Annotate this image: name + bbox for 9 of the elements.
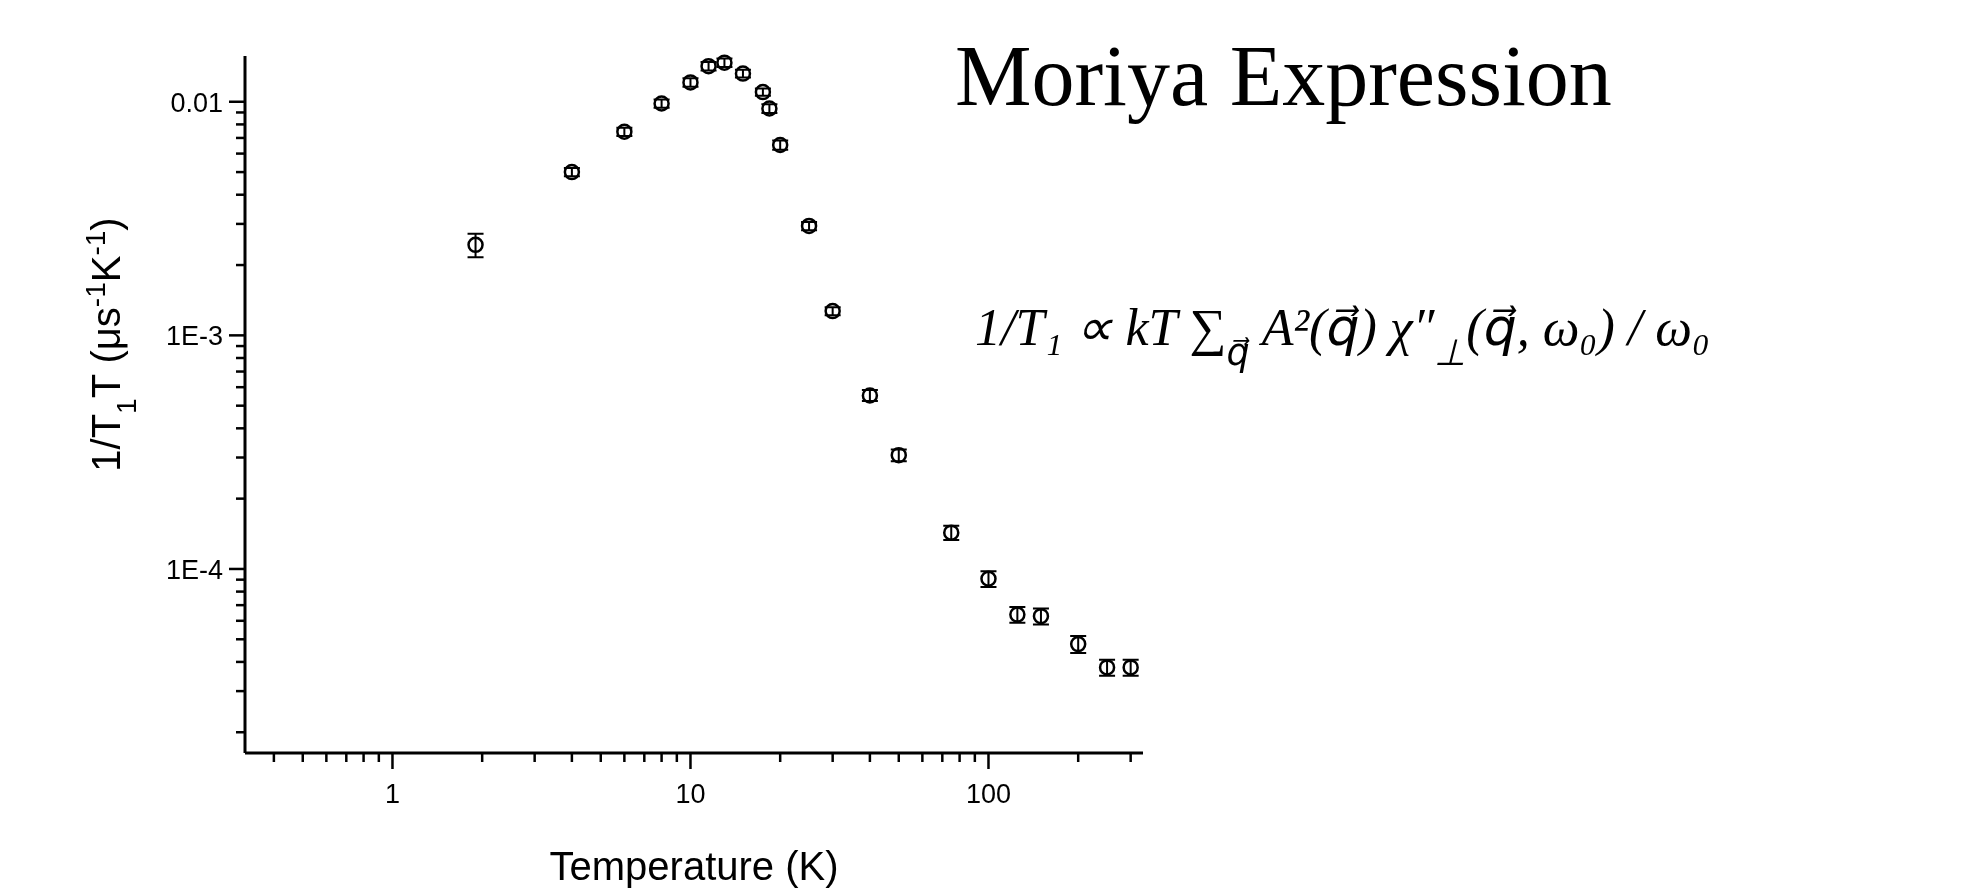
y-tick-label: 1E-4: [165, 554, 223, 585]
text: 1/T₁ ∝ kT ∑$_{q⃗}$ A²(q⃗) χ″$_{⊥}$(q⃗, ω₀) / ω₀: [975, 297, 1710, 374]
chart-title: Moriya Expression: [955, 28, 1612, 124]
y-tick-label: 0.01: [170, 87, 223, 118]
y-tick-label: 1E-3: [165, 321, 223, 352]
x-tick-label: 100: [965, 779, 1012, 809]
x-axis-title: Temperature (K): [549, 844, 839, 888]
x-tick-label: 1: [384, 779, 400, 809]
x-tick-label: 10: [675, 779, 706, 809]
